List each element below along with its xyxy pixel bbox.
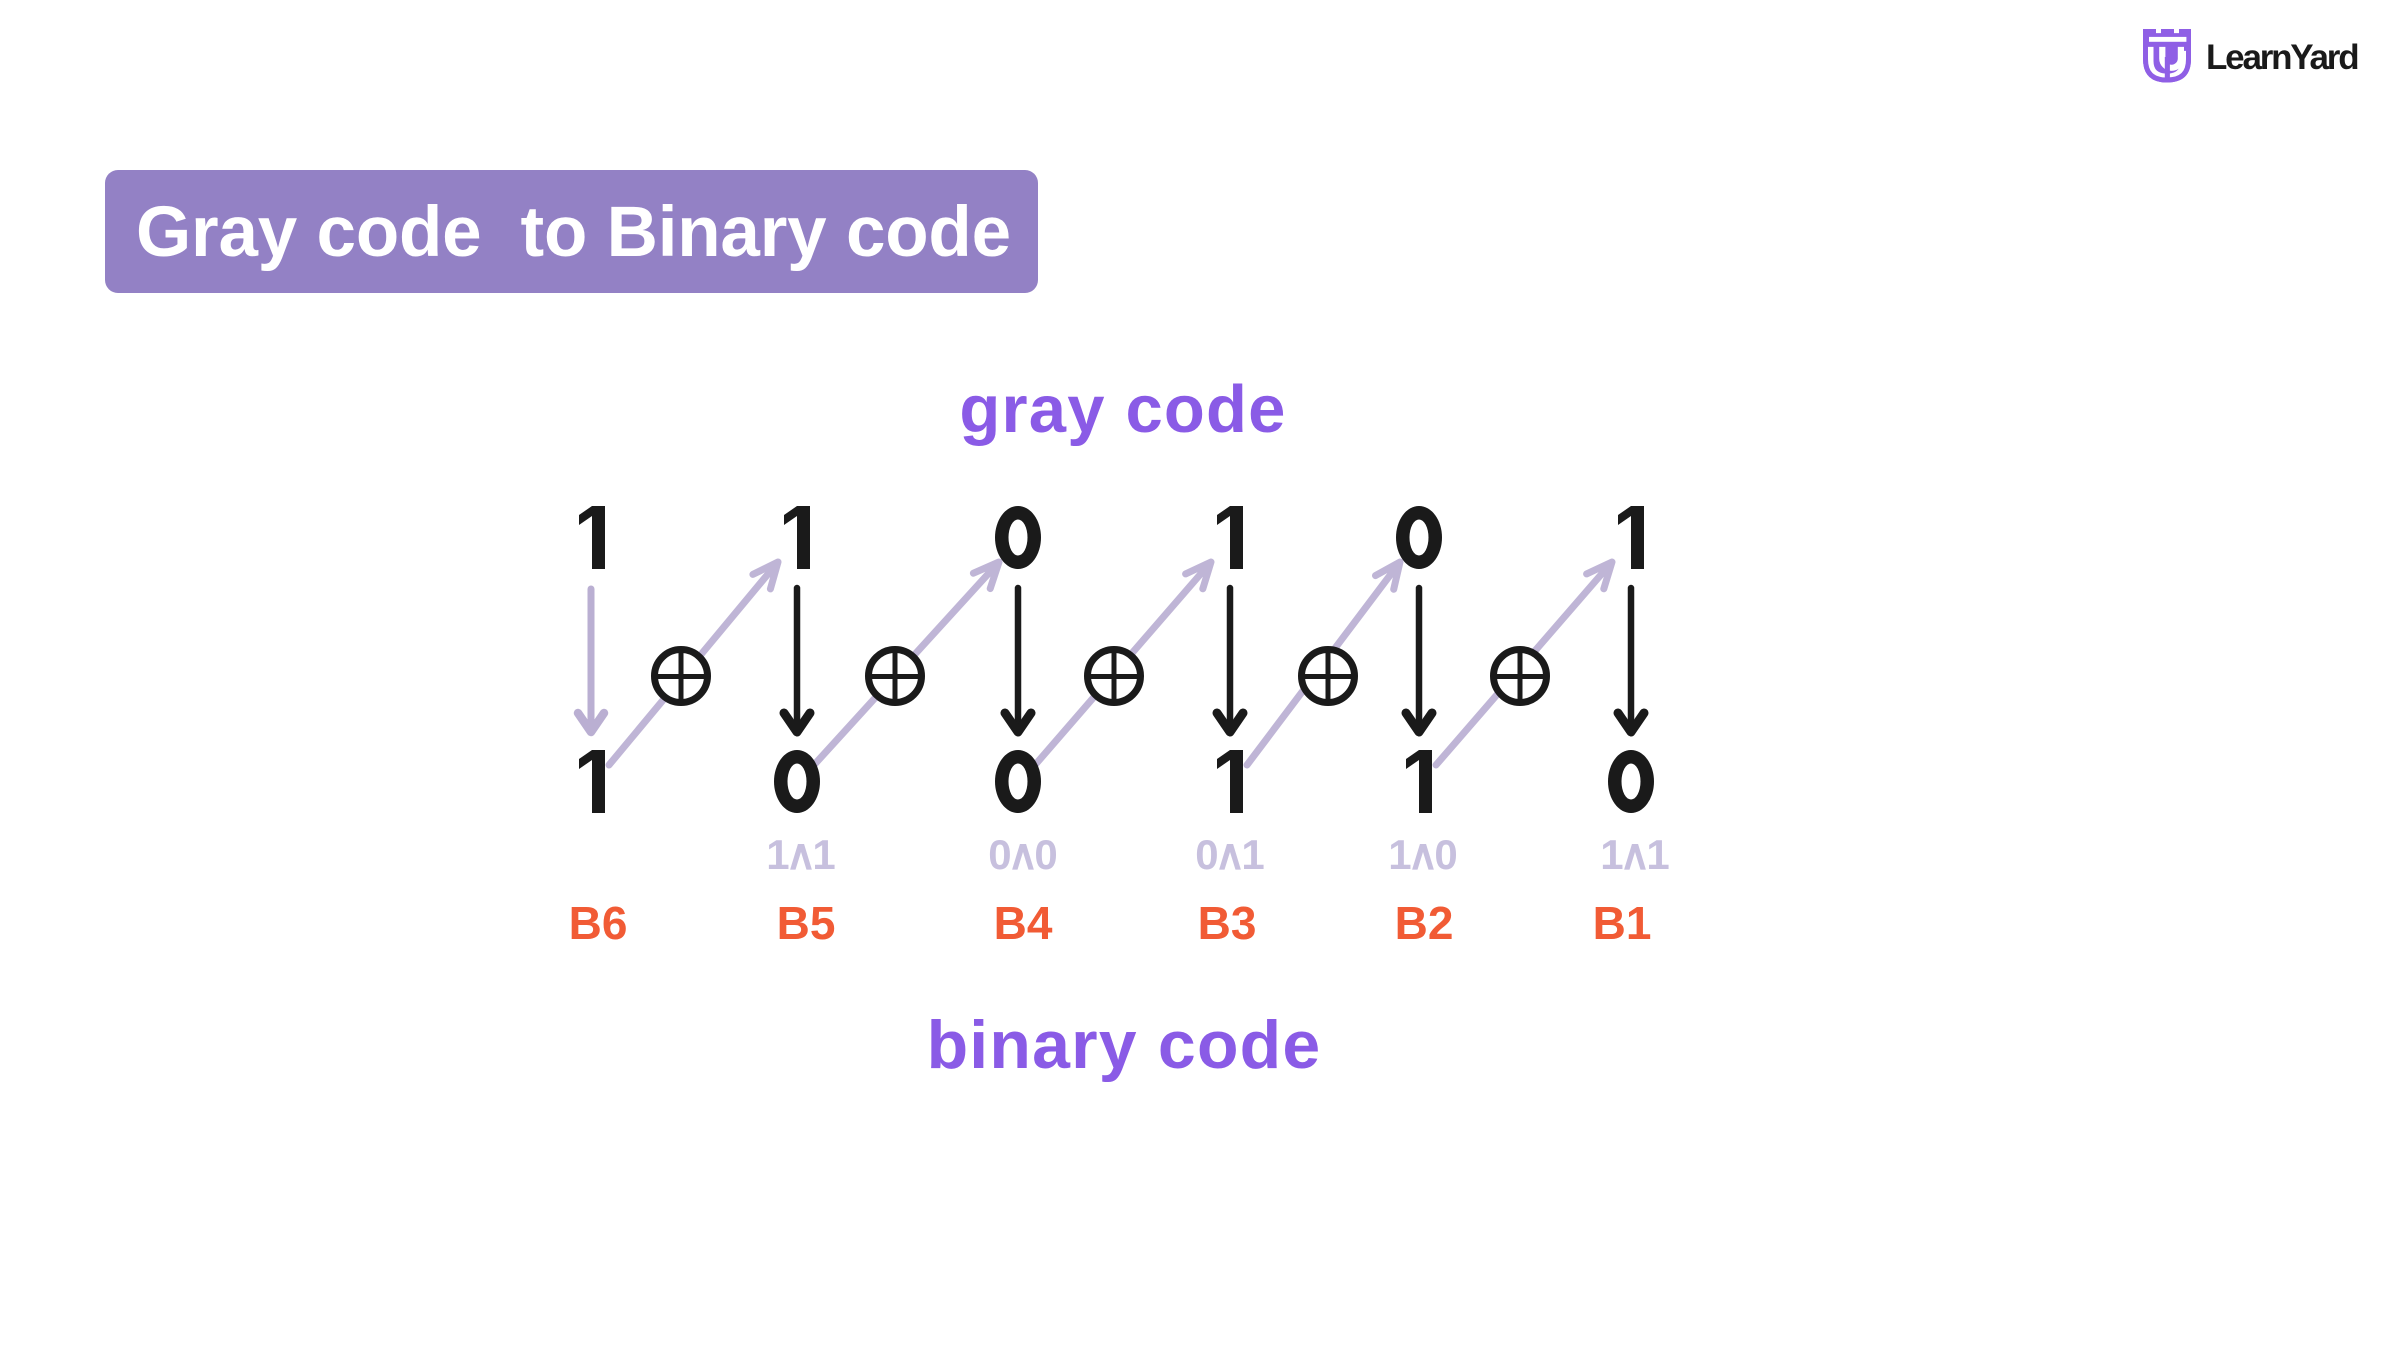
svg-text:LearnYard: LearnYard	[2206, 38, 2358, 77]
svg-text:1∧1: 1∧1	[1600, 831, 1669, 878]
svg-text:binary code: binary code	[927, 1007, 1322, 1083]
svg-text:1∧0: 1∧0	[1388, 831, 1456, 878]
svg-text:1∧1: 1∧1	[766, 831, 835, 878]
svg-text:0∧1: 0∧1	[1195, 831, 1264, 878]
svg-text:B4: B4	[994, 897, 1053, 949]
svg-text:0∧0: 0∧0	[988, 831, 1056, 878]
svg-text:B3: B3	[1198, 897, 1257, 949]
svg-text:Gray code to Binary code: Gray code to Binary code	[136, 193, 1011, 272]
svg-text:B5: B5	[777, 897, 836, 949]
svg-text:B2: B2	[1395, 897, 1454, 949]
svg-text:B1: B1	[1593, 897, 1652, 949]
svg-text:gray code: gray code	[959, 372, 1286, 447]
svg-text:B6: B6	[569, 897, 628, 949]
